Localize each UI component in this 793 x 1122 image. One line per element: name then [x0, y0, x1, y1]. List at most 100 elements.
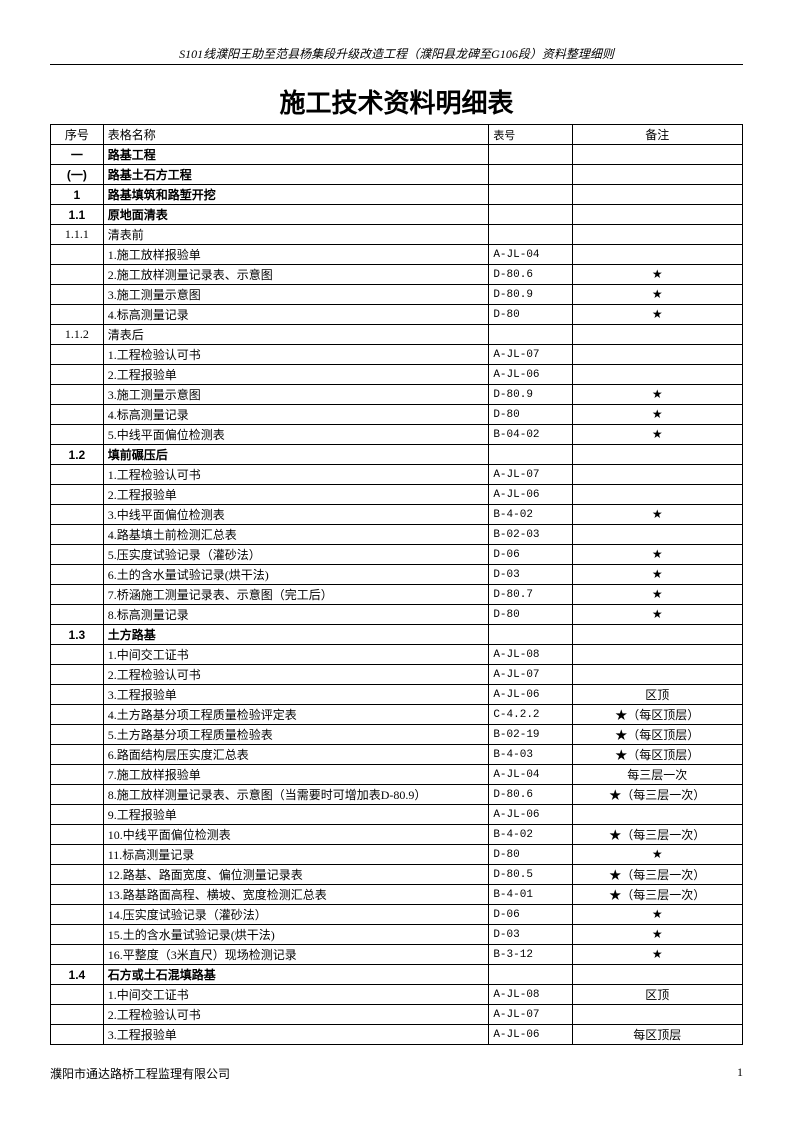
table-row: 3.施工测量示意图D-80.9★	[51, 285, 743, 305]
cell-code	[489, 625, 572, 645]
cell-code	[489, 205, 572, 225]
table-row: 5.土方路基分项工程质量检验表B-02-19★（每区顶层）	[51, 725, 743, 745]
cell-name: 4.路基填土前检测汇总表	[103, 525, 489, 545]
page-footer: 濮阳市通达路桥工程监理有限公司 1	[50, 1065, 743, 1082]
cell-code: B-02-19	[489, 725, 572, 745]
cell-note: ★	[572, 385, 743, 405]
table-row: 2.工程报验单A-JL-06	[51, 365, 743, 385]
cell-note: ★	[572, 605, 743, 625]
table-row: 1.1原地面清表	[51, 205, 743, 225]
table-row: 16.平整度（3米直尺）现场检测记录B-3-12★	[51, 945, 743, 965]
cell-code: D-80.9	[489, 385, 572, 405]
cell-code: A-JL-07	[489, 465, 572, 485]
cell-note: ★（每三层一次）	[572, 785, 743, 805]
cell-code	[489, 225, 572, 245]
cell-seq	[51, 545, 104, 565]
cell-name: 15.土的含水量试验记录(烘干法)	[103, 925, 489, 945]
cell-note: 区顶	[572, 685, 743, 705]
cell-code	[489, 965, 572, 985]
cell-note: 每三层一次	[572, 765, 743, 785]
table-row: 1.1.1清表前	[51, 225, 743, 245]
cell-note	[572, 325, 743, 345]
col-header-code: 表号	[489, 125, 572, 145]
cell-note: ★	[572, 405, 743, 425]
cell-code: D-80.6	[489, 785, 572, 805]
cell-code: D-80	[489, 845, 572, 865]
cell-seq	[51, 1005, 104, 1025]
cell-name: 3.工程报验单	[103, 685, 489, 705]
cell-seq	[51, 285, 104, 305]
cell-code: D-80.7	[489, 585, 572, 605]
col-header-note: 备注	[572, 125, 743, 145]
table-row: 1.4石方或土石混填路基	[51, 965, 743, 985]
cell-name: 1.工程检验认可书	[103, 465, 489, 485]
cell-note	[572, 145, 743, 165]
cell-note	[572, 805, 743, 825]
cell-name: 路基工程	[103, 145, 489, 165]
cell-code: B-3-12	[489, 945, 572, 965]
cell-code: B-02-03	[489, 525, 572, 545]
table-row: 3.工程报验单A-JL-06区顶	[51, 685, 743, 705]
table-row: 5.中线平面偏位检测表B-04-02★	[51, 425, 743, 445]
cell-seq	[51, 425, 104, 445]
table-body: 一路基工程(一)路基土石方工程1路基填筑和路堑开挖1.1原地面清表1.1.1清表…	[51, 145, 743, 1045]
cell-code: D-06	[489, 905, 572, 925]
cell-code: A-JL-06	[489, 365, 572, 385]
cell-seq	[51, 585, 104, 605]
cell-note	[572, 965, 743, 985]
table-row: 3.中线平面偏位检测表B-4-02★	[51, 505, 743, 525]
cell-seq	[51, 665, 104, 685]
cell-name: 路基填筑和路堑开挖	[103, 185, 489, 205]
cell-note: ★（每区顶层）	[572, 725, 743, 745]
cell-note: ★	[572, 845, 743, 865]
cell-name: 8.施工放样测量记录表、示意图（当需要时可增加表D-80.9）	[103, 785, 489, 805]
table-row: 8.施工放样测量记录表、示意图（当需要时可增加表D-80.9）D-80.6★（每…	[51, 785, 743, 805]
table-row: 1路基填筑和路堑开挖	[51, 185, 743, 205]
cell-note	[572, 205, 743, 225]
cell-name: 5.土方路基分项工程质量检验表	[103, 725, 489, 745]
cell-name: 4.标高测量记录	[103, 305, 489, 325]
cell-seq	[51, 645, 104, 665]
cell-seq	[51, 865, 104, 885]
table-row: 7.桥涵施工测量记录表、示意图（完工后）D-80.7★	[51, 585, 743, 605]
cell-code	[489, 145, 572, 165]
cell-note	[572, 225, 743, 245]
cell-name: 6.土的含水量试验记录(烘干法)	[103, 565, 489, 585]
cell-seq	[51, 565, 104, 585]
cell-code	[489, 185, 572, 205]
page-header: S101线濮阳王助至范县杨集段升级改造工程（濮阳县龙碑至G106段）资料整理细则	[50, 45, 743, 62]
cell-name: 11.标高测量记录	[103, 845, 489, 865]
cell-seq	[51, 885, 104, 905]
cell-seq	[51, 345, 104, 365]
table-row: 4.标高测量记录D-80★	[51, 305, 743, 325]
detail-table: 序号 表格名称 表号 备注 一路基工程(一)路基土石方工程1路基填筑和路堑开挖1…	[50, 124, 743, 1045]
cell-code: D-80	[489, 605, 572, 625]
col-header-seq: 序号	[51, 125, 104, 145]
cell-code: C-4.2.2	[489, 705, 572, 725]
table-row: 1.施工放样报验单A-JL-04	[51, 245, 743, 265]
cell-note: ★	[572, 905, 743, 925]
table-row: 4.路基填土前检测汇总表B-02-03	[51, 525, 743, 545]
cell-name: 4.土方路基分项工程质量检验评定表	[103, 705, 489, 725]
cell-code: D-03	[489, 925, 572, 945]
cell-seq	[51, 805, 104, 825]
table-row: 12.路基、路面宽度、偏位测量记录表D-80.5★（每三层一次）	[51, 865, 743, 885]
cell-name: 6.路面结构层压实度汇总表	[103, 745, 489, 765]
cell-seq: 1.1	[51, 205, 104, 225]
cell-code	[489, 445, 572, 465]
cell-name: 1.中间交工证书	[103, 985, 489, 1005]
cell-seq	[51, 825, 104, 845]
cell-code: D-06	[489, 545, 572, 565]
cell-name: 石方或土石混填路基	[103, 965, 489, 985]
cell-code: B-04-02	[489, 425, 572, 445]
cell-code	[489, 165, 572, 185]
cell-seq	[51, 785, 104, 805]
cell-name: 原地面清表	[103, 205, 489, 225]
cell-name: 清表前	[103, 225, 489, 245]
cell-name: 3.施工测量示意图	[103, 385, 489, 405]
cell-code: A-JL-04	[489, 245, 572, 265]
cell-note: ★（每三层一次）	[572, 865, 743, 885]
table-row: (一)路基土石方工程	[51, 165, 743, 185]
cell-name: 12.路基、路面宽度、偏位测量记录表	[103, 865, 489, 885]
table-header-row: 序号 表格名称 表号 备注	[51, 125, 743, 145]
